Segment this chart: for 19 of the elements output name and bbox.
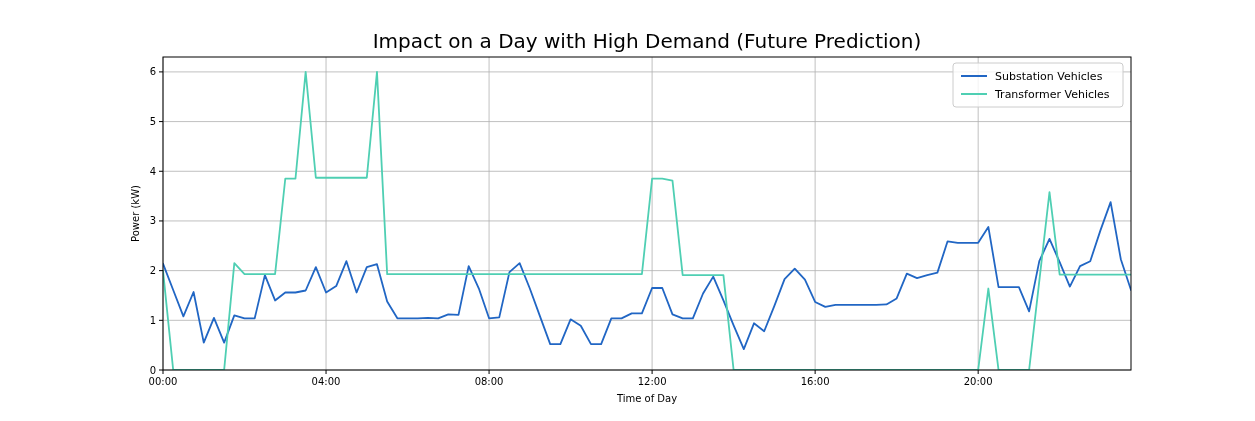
legend-label: Transformer Vehicles [994, 88, 1110, 101]
line-series [163, 201, 1131, 351]
x-axis-title: Time of Day [615, 393, 678, 404]
y-tick-label: 1 [149, 314, 156, 326]
y-tick-label: 4 [149, 165, 156, 177]
y-tick-label: 6 [149, 66, 156, 78]
legend-label: Substation Vehicles [995, 70, 1103, 83]
y-tick-label: 2 [149, 265, 156, 277]
y-tick-label: 5 [149, 116, 156, 128]
x-tick-label: 12:00 [637, 376, 667, 387]
x-tick-label: 20:00 [963, 376, 993, 387]
chart-title: Impact on a Day with High Demand (Future Prediction) [372, 29, 922, 53]
y-axis-title: Power (kW) [130, 184, 141, 242]
y-tick-label: 0 [149, 364, 156, 376]
x-tick-label: 04:00 [311, 376, 341, 387]
x-tick-label: 16:00 [800, 376, 830, 387]
x-tick-label: 00:00 [148, 376, 178, 387]
x-tick-label: 08:00 [474, 376, 504, 387]
y-tick-label: 3 [149, 215, 156, 227]
